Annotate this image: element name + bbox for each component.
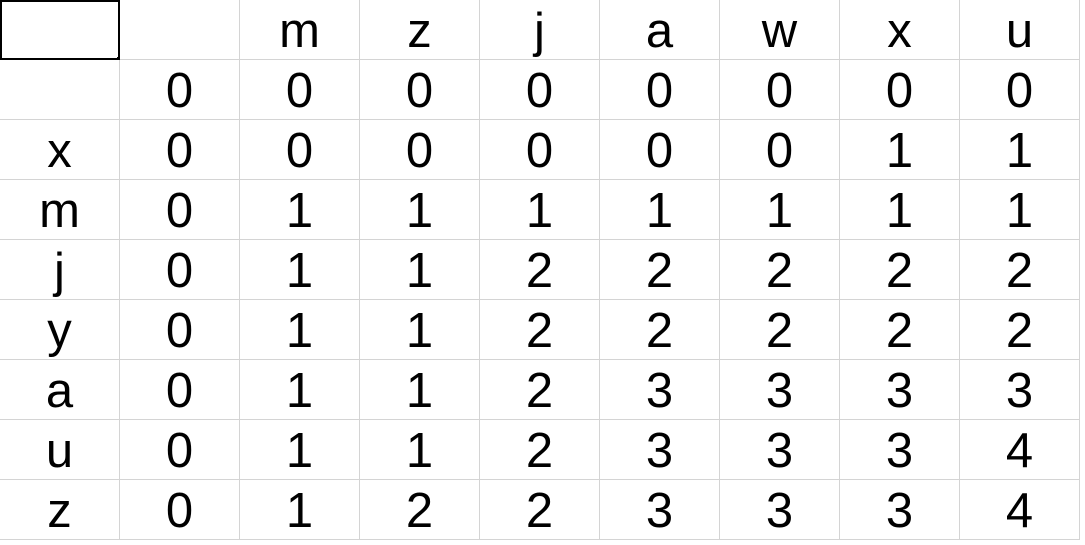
table-cell[interactable]: 3 bbox=[840, 480, 960, 540]
table-cell[interactable]: 1 bbox=[360, 180, 480, 240]
table-cell[interactable]: 3 bbox=[720, 420, 840, 480]
table-cell[interactable]: 1 bbox=[840, 180, 960, 240]
table-cell[interactable]: 0 bbox=[480, 60, 600, 120]
table-cell[interactable]: 3 bbox=[600, 420, 720, 480]
table-cell[interactable]: 3 bbox=[600, 360, 720, 420]
header-cell[interactable] bbox=[120, 0, 240, 60]
table-cell[interactable]: 0 bbox=[360, 120, 480, 180]
row-label-cell[interactable]: u bbox=[0, 420, 120, 480]
table-cell[interactable]: 1 bbox=[360, 240, 480, 300]
table-cell[interactable]: 0 bbox=[600, 60, 720, 120]
table-cell[interactable]: 1 bbox=[480, 180, 600, 240]
row-label-cell[interactable]: x bbox=[0, 120, 120, 180]
table-cell[interactable]: 3 bbox=[840, 420, 960, 480]
header-cell[interactable]: w bbox=[720, 0, 840, 60]
table-cell[interactable]: 2 bbox=[600, 300, 720, 360]
row-label-cell[interactable] bbox=[0, 60, 120, 120]
row-label-cell[interactable]: m bbox=[0, 180, 120, 240]
table-cell[interactable]: 4 bbox=[960, 420, 1080, 480]
table-cell[interactable]: 0 bbox=[120, 480, 240, 540]
header-cell[interactable]: z bbox=[360, 0, 480, 60]
table-cell[interactable]: 1 bbox=[240, 480, 360, 540]
selected-cell[interactable] bbox=[0, 0, 120, 60]
row-label-cell[interactable]: z bbox=[0, 480, 120, 540]
table-cell[interactable]: 0 bbox=[480, 120, 600, 180]
row-label-cell[interactable]: j bbox=[0, 240, 120, 300]
table-cell[interactable]: 2 bbox=[480, 420, 600, 480]
table-cell[interactable]: 2 bbox=[360, 480, 480, 540]
table-cell[interactable]: 3 bbox=[960, 360, 1080, 420]
table-cell[interactable]: 1 bbox=[600, 180, 720, 240]
table-cell[interactable]: 0 bbox=[120, 240, 240, 300]
table-cell[interactable]: 2 bbox=[480, 240, 600, 300]
table-cell[interactable]: 0 bbox=[360, 60, 480, 120]
table-cell[interactable]: 1 bbox=[960, 120, 1080, 180]
table-cell[interactable]: 1 bbox=[240, 360, 360, 420]
table-cell[interactable]: 1 bbox=[240, 300, 360, 360]
table-cell[interactable]: 0 bbox=[120, 420, 240, 480]
header-cell[interactable]: m bbox=[240, 0, 360, 60]
table-cell[interactable]: 0 bbox=[240, 120, 360, 180]
table-cell[interactable]: 2 bbox=[480, 360, 600, 420]
table-cell[interactable]: 1 bbox=[720, 180, 840, 240]
header-cell[interactable]: a bbox=[600, 0, 720, 60]
table-cell[interactable]: 0 bbox=[720, 120, 840, 180]
table-cell[interactable]: 2 bbox=[720, 240, 840, 300]
table-cell[interactable]: 0 bbox=[120, 300, 240, 360]
table-cell[interactable]: 1 bbox=[240, 180, 360, 240]
table-cell[interactable]: 2 bbox=[480, 300, 600, 360]
table-cell[interactable]: 0 bbox=[720, 60, 840, 120]
row-label-cell[interactable]: y bbox=[0, 300, 120, 360]
table-cell[interactable]: 3 bbox=[600, 480, 720, 540]
table-cell[interactable]: 4 bbox=[960, 480, 1080, 540]
table-cell[interactable]: 2 bbox=[840, 240, 960, 300]
table-cell[interactable]: 1 bbox=[360, 420, 480, 480]
header-cell[interactable]: u bbox=[960, 0, 1080, 60]
table-cell[interactable]: 1 bbox=[360, 360, 480, 420]
table-cell[interactable]: 1 bbox=[240, 240, 360, 300]
table-cell[interactable]: 0 bbox=[960, 60, 1080, 120]
table-cell[interactable]: 1 bbox=[240, 420, 360, 480]
table-cell[interactable]: 0 bbox=[120, 360, 240, 420]
table-cell[interactable]: 0 bbox=[600, 120, 720, 180]
header-cell[interactable]: x bbox=[840, 0, 960, 60]
table-cell[interactable]: 0 bbox=[120, 120, 240, 180]
table-cell[interactable]: 3 bbox=[840, 360, 960, 420]
row-label-cell[interactable]: a bbox=[0, 360, 120, 420]
table-cell[interactable]: 3 bbox=[720, 480, 840, 540]
table-cell[interactable]: 0 bbox=[120, 60, 240, 120]
table-cell[interactable]: 2 bbox=[480, 480, 600, 540]
header-cell[interactable]: j bbox=[480, 0, 600, 60]
table-cell[interactable]: 2 bbox=[960, 300, 1080, 360]
table-cell[interactable]: 0 bbox=[120, 180, 240, 240]
table-cell[interactable]: 1 bbox=[840, 120, 960, 180]
table-cell[interactable]: 2 bbox=[720, 300, 840, 360]
table-cell[interactable]: 2 bbox=[840, 300, 960, 360]
table-cell[interactable]: 1 bbox=[360, 300, 480, 360]
table-cell[interactable]: 2 bbox=[960, 240, 1080, 300]
table-cell[interactable]: 2 bbox=[600, 240, 720, 300]
table-cell[interactable]: 0 bbox=[840, 60, 960, 120]
table-cell[interactable]: 3 bbox=[720, 360, 840, 420]
table-cell[interactable]: 1 bbox=[960, 180, 1080, 240]
table-cell[interactable]: 0 bbox=[240, 60, 360, 120]
